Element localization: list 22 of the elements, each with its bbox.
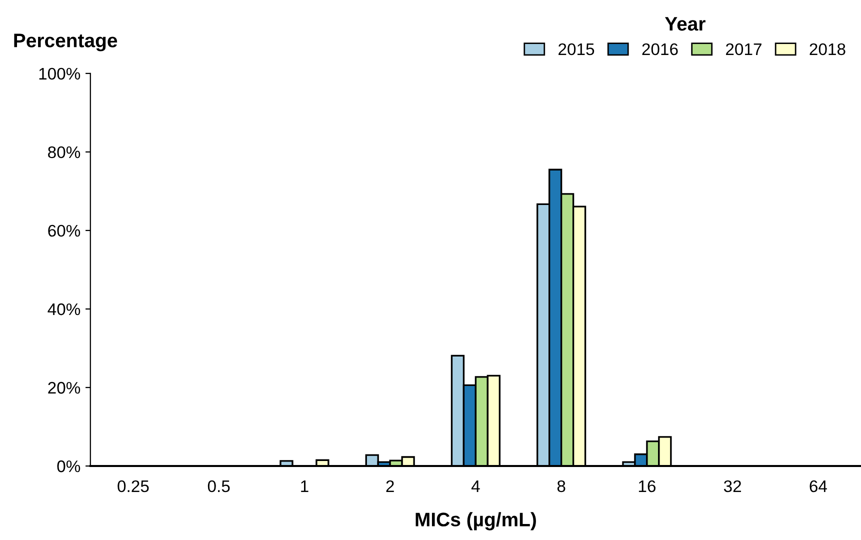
x-tick-label: 0.25	[118, 480, 149, 492]
y-tick-label: 100%	[39, 68, 80, 80]
legend-label: 2016	[642, 43, 678, 56]
x-tick-label: 8	[557, 480, 566, 492]
y-tick-label: 20%	[48, 382, 80, 394]
x-tick-label: 16	[638, 480, 656, 492]
x-tick-label: 64	[810, 480, 827, 492]
legend-label: 2015	[558, 43, 594, 56]
x-tick-label: 1	[301, 480, 308, 492]
legend-title: Year	[664, 17, 706, 31]
y-tick-label: 60%	[48, 224, 80, 237]
x-axis-title: MICs (µg/mL)	[416, 512, 536, 530]
y-tick-label: 80%	[48, 146, 80, 158]
x-tick-label: 0.5	[208, 480, 230, 492]
legend-label: 2017	[726, 43, 762, 56]
x-tick-label: 2	[386, 480, 394, 492]
x-tick-label: 32	[724, 480, 741, 492]
x-tick-label: 4	[471, 480, 480, 492]
legend-label: 2018	[810, 43, 846, 56]
y-tick-label: 40%	[48, 303, 80, 316]
y-axis-title: Percentage	[14, 34, 118, 52]
y-tick-label: 0%	[57, 460, 80, 472]
